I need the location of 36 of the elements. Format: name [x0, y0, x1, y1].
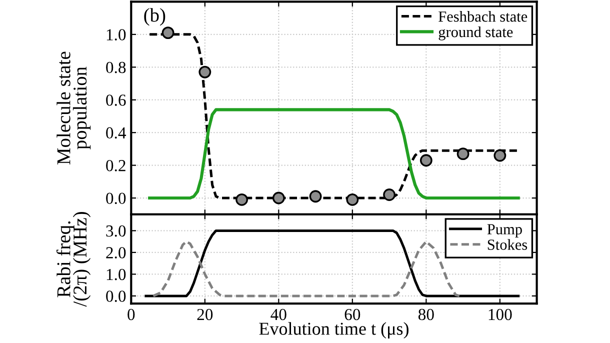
x-tick-label: 0 [128, 308, 135, 320]
x-tick-label: 60 [344, 308, 360, 320]
point [162, 26, 174, 40]
point [309, 190, 322, 203]
legend-label: Pump [487, 224, 522, 238]
y-tick-label: 0.8 [106, 62, 126, 74]
y-tick-label: 2.0 [106, 247, 126, 258]
y-tick-label: 1.0 [106, 268, 126, 280]
x-tick-label: 40 [270, 308, 286, 320]
line-series [152, 240, 461, 298]
y-tick-label: 0.0 [106, 290, 126, 302]
y-tick-label: 0.2 [106, 160, 126, 172]
point [383, 188, 396, 201]
x-tick-label: 20 [197, 308, 213, 320]
y-tick-label: 3.0 [106, 225, 126, 237]
legend-label: Feshbach state [438, 10, 528, 22]
point [346, 193, 359, 206]
point [236, 193, 248, 206]
x-tick-label: 80 [418, 308, 434, 320]
point [456, 148, 470, 160]
annotation: (b) [144, 8, 166, 26]
y-tick-label: 0.4 [106, 127, 126, 139]
point [198, 66, 212, 78]
y-tick-label: 1.0 [106, 29, 126, 40]
y-tick-label: 0.0 [106, 192, 126, 204]
legend-label: ground state [438, 26, 513, 40]
y-tick-label: 0.6 [106, 94, 126, 106]
y-axis-title: Molecule state population [56, 52, 91, 164]
x-axis-title: Evolution time t (μs) [259, 322, 408, 339]
x-tick-label: 100 [488, 308, 512, 320]
y-axis-title: Rabi freq. /(2π) (MHz) [56, 212, 91, 307]
legend-label: Stokes [488, 239, 528, 250]
point [272, 192, 285, 204]
line-series [148, 108, 520, 200]
point [494, 149, 506, 162]
point [420, 154, 432, 167]
